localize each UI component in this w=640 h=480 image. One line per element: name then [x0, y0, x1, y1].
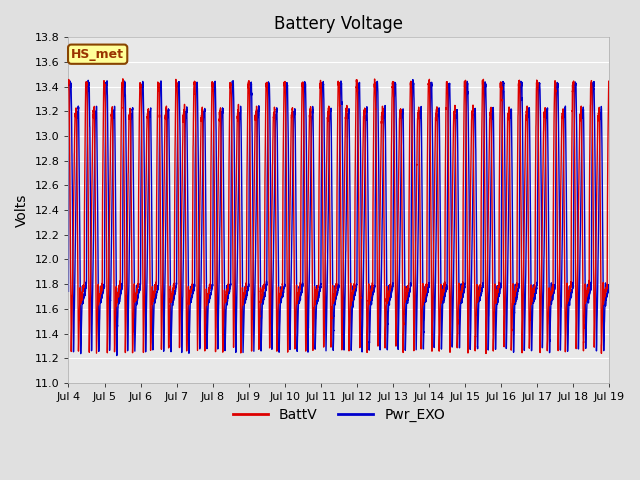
BattV	[602, 286, 609, 292]
Pwr_EXO	[307, 156, 315, 162]
BattV	[190, 79, 198, 85]
Pwr_EXO	[113, 353, 120, 359]
Line: BattV: BattV	[68, 79, 609, 353]
Pwr_EXO	[409, 77, 417, 83]
Text: HS_met: HS_met	[71, 48, 124, 60]
BattV	[196, 204, 204, 210]
Title: Battery Voltage: Battery Voltage	[275, 15, 403, 33]
Pwr_EXO	[193, 79, 201, 85]
Pwr_EXO	[269, 319, 276, 324]
BattV	[482, 350, 490, 356]
BattV	[269, 171, 276, 177]
BattV	[193, 281, 201, 287]
Pwr_EXO	[196, 346, 204, 352]
BattV	[307, 118, 315, 123]
Pwr_EXO	[65, 288, 72, 294]
Line: Pwr_EXO: Pwr_EXO	[68, 80, 609, 356]
Y-axis label: Volts: Volts	[15, 193, 29, 227]
BattV	[65, 82, 72, 87]
Legend: BattV, Pwr_EXO: BattV, Pwr_EXO	[227, 403, 451, 428]
Pwr_EXO	[605, 286, 613, 291]
Pwr_EXO	[190, 284, 198, 290]
BattV	[605, 80, 613, 85]
BattV	[119, 76, 127, 82]
Pwr_EXO	[602, 289, 609, 295]
